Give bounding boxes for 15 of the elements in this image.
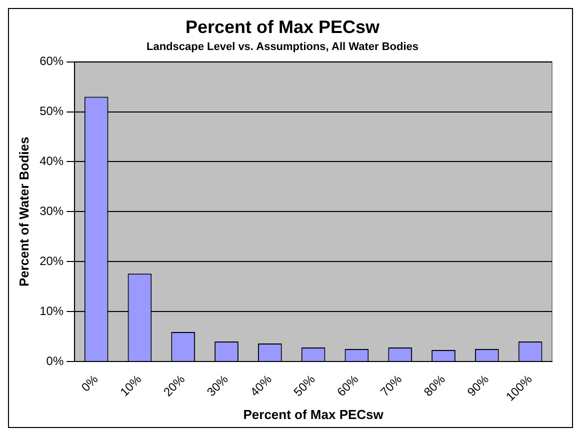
x-tick-label: 40% bbox=[247, 372, 275, 400]
y-tick-label: 40% bbox=[40, 154, 64, 168]
x-tick-label: 60% bbox=[334, 372, 362, 400]
y-axis-title: Percent of Water Bodies bbox=[16, 136, 32, 287]
x-axis-title: Percent of Max PECsw bbox=[243, 406, 384, 422]
x-tick-label: 0% bbox=[78, 372, 102, 394]
y-tick-label: 50% bbox=[40, 104, 64, 118]
x-tick-label: 70% bbox=[378, 372, 405, 400]
y-tick-label: 0% bbox=[46, 354, 64, 368]
chart-subtitle: Landscape Level vs. Assumptions, All Water Bodies bbox=[146, 41, 419, 54]
y-tick-label: 20% bbox=[40, 254, 64, 268]
y-tick-label: 10% bbox=[40, 304, 64, 318]
chart-title: Percent of Max PECsw bbox=[185, 16, 381, 37]
y-tick-label: 60% bbox=[40, 54, 64, 68]
y-tick-label: 30% bbox=[40, 204, 64, 218]
